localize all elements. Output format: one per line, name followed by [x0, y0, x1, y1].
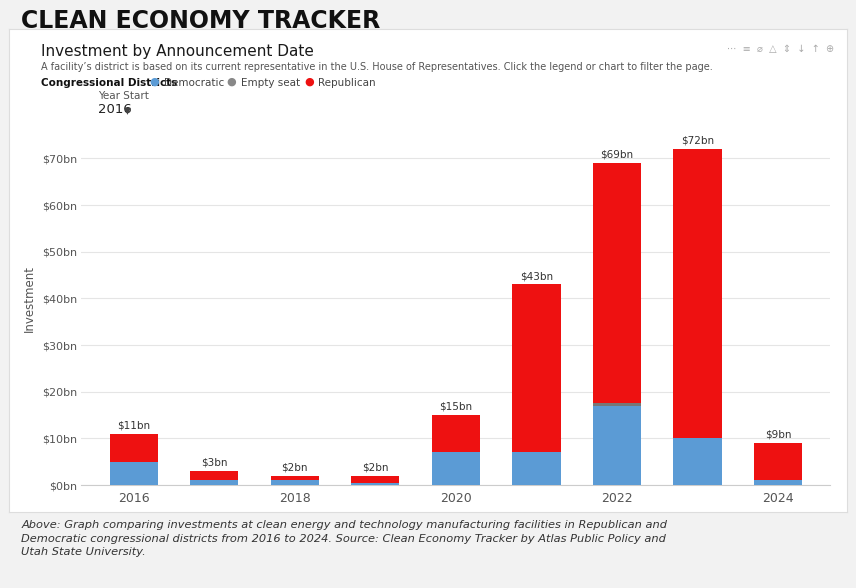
Text: ▾: ▾: [124, 103, 131, 118]
Text: $15bn: $15bn: [439, 402, 473, 412]
Text: $9bn: $9bn: [764, 430, 791, 440]
Text: $3bn: $3bn: [201, 458, 228, 468]
Text: ●: ●: [304, 77, 313, 87]
Text: $72bn: $72bn: [681, 136, 714, 146]
Text: Democratic: Democratic: [164, 78, 224, 88]
Text: A facility’s district is based on its current representative in the U.S. House o: A facility’s district is based on its cu…: [41, 62, 713, 72]
Bar: [351, 476, 400, 483]
Text: $2bn: $2bn: [362, 463, 389, 473]
Y-axis label: Investment: Investment: [23, 265, 36, 332]
Bar: [431, 452, 480, 485]
Bar: [592, 163, 641, 403]
Bar: [674, 439, 722, 485]
Bar: [431, 415, 480, 452]
Bar: [110, 434, 158, 462]
Text: ●: ●: [150, 77, 159, 87]
Bar: [512, 452, 561, 485]
Bar: [190, 471, 238, 480]
Text: 2016: 2016: [98, 103, 132, 116]
Bar: [351, 483, 400, 485]
Bar: [270, 476, 319, 480]
Text: Republican: Republican: [318, 78, 376, 88]
Text: Empty seat: Empty seat: [241, 78, 300, 88]
Text: ●: ●: [227, 77, 236, 87]
Text: Above: Graph comparing investments at clean energy and technology manufacturing : Above: Graph comparing investments at cl…: [21, 520, 668, 557]
Text: $11bn: $11bn: [117, 420, 151, 430]
Bar: [512, 285, 561, 452]
Text: Investment by Announcement Date: Investment by Announcement Date: [41, 44, 314, 59]
Text: $43bn: $43bn: [520, 271, 553, 281]
Text: Congressional Districts: Congressional Districts: [41, 78, 177, 88]
Text: Year Start: Year Start: [98, 91, 149, 101]
Bar: [674, 149, 722, 439]
Text: $69bn: $69bn: [600, 150, 633, 160]
Bar: [592, 403, 641, 406]
Bar: [190, 480, 238, 485]
Text: CLEAN ECONOMY TRACKER: CLEAN ECONOMY TRACKER: [21, 9, 381, 33]
Bar: [754, 480, 802, 485]
Text: $2bn: $2bn: [282, 463, 308, 473]
Bar: [592, 406, 641, 485]
Bar: [110, 462, 158, 485]
Bar: [270, 480, 319, 485]
Text: ⋅⋅⋅  ≡  ⌀  △  ⇕  ↓  ↑  ⊕: ⋅⋅⋅ ≡ ⌀ △ ⇕ ↓ ↑ ⊕: [728, 44, 835, 54]
Bar: [754, 443, 802, 480]
